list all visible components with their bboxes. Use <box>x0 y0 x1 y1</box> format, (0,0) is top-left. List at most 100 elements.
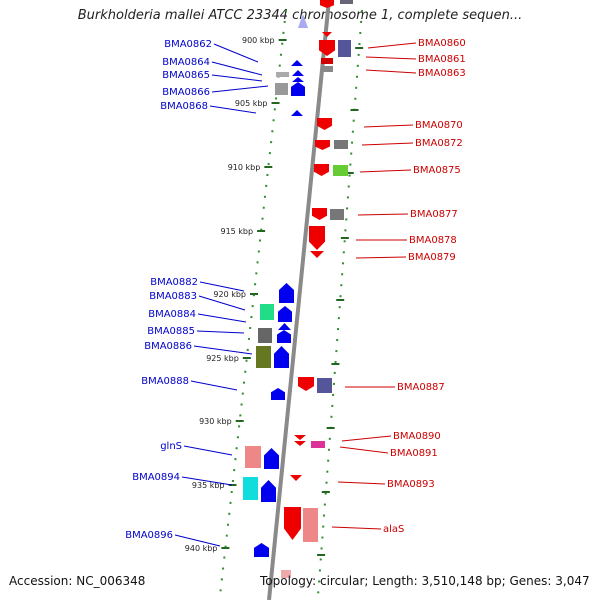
label-leader <box>357 213 409 216</box>
gene-box <box>321 58 333 64</box>
gene-label-left[interactable]: BMA0885 <box>147 326 195 337</box>
gene-label-right[interactable]: BMA0887 <box>397 382 445 393</box>
tick-label: 935 kbp <box>192 481 225 490</box>
gene-label-right[interactable]: BMA0891 <box>390 448 438 459</box>
accession-text: Accession: NC_006348 <box>9 574 146 588</box>
tick-label: 930 kbp <box>199 417 232 426</box>
gene-box <box>321 66 333 72</box>
gene-label-right[interactable]: BMA0861 <box>418 54 466 65</box>
label-leader <box>174 534 221 547</box>
label-leader <box>196 330 245 334</box>
label-leader <box>339 446 389 454</box>
gene-feature-reverse <box>312 208 327 220</box>
label-leader <box>190 380 238 391</box>
gene-feature-reverse <box>294 435 306 440</box>
gene-label-left[interactable]: BMA0864 <box>162 57 210 68</box>
gene-feature-forward <box>278 323 291 330</box>
gene-box <box>275 83 288 95</box>
label-leader <box>367 42 417 49</box>
gene-label-left[interactable]: BMA0883 <box>149 291 197 302</box>
label-leader <box>181 476 233 486</box>
gene-feature-forward <box>298 14 308 28</box>
right-strand-guide <box>317 9 363 597</box>
gene-label-left[interactable]: BMA0894 <box>132 472 180 483</box>
gene-feature-reverse <box>319 40 335 56</box>
tick-label: 915 kbp <box>220 227 253 236</box>
label-leader <box>213 43 259 63</box>
gene-feature-reverse <box>294 441 306 446</box>
gene-label-right[interactable]: BMA0878 <box>409 235 457 246</box>
gene-feature-forward <box>291 60 303 66</box>
gene-feature-reverse <box>290 475 302 481</box>
gene-box <box>260 304 274 320</box>
label-leader <box>365 56 417 60</box>
gene-label-left[interactable]: BMA0886 <box>144 341 192 352</box>
label-leader <box>197 313 247 323</box>
label-leader <box>211 74 263 82</box>
gene-box <box>333 165 348 176</box>
sequence-backbone <box>267 0 331 600</box>
label-leader <box>361 142 414 146</box>
label-leader <box>365 69 417 74</box>
gene-label-left[interactable]: BMA0865 <box>162 70 210 81</box>
gene-label-right[interactable]: BMA0875 <box>413 165 461 176</box>
gene-feature-forward <box>291 110 303 116</box>
gene-feature-reverse <box>315 140 330 150</box>
label-leader <box>363 124 414 128</box>
label-leader <box>337 481 386 485</box>
left-strand-guide <box>219 9 287 597</box>
gene-label-right[interactable]: BMA0872 <box>415 138 463 149</box>
gene-label-right[interactable]: BMA0870 <box>415 120 463 131</box>
gene-box <box>334 140 348 149</box>
gene-label-left[interactable]: BMA0888 <box>141 376 189 387</box>
gene-box <box>258 328 272 343</box>
gene-label-right[interactable]: BMA0879 <box>408 252 456 263</box>
gene-label-right[interactable]: BMA0877 <box>410 209 458 220</box>
gene-feature-forward <box>277 330 291 343</box>
tick-label: 905 kbp <box>235 99 268 108</box>
gene-label-right[interactable]: BMA0893 <box>387 479 435 490</box>
gene-box <box>256 346 271 368</box>
label-leader <box>198 295 246 311</box>
gene-box <box>311 441 325 448</box>
gene-feature-forward <box>292 70 304 76</box>
label-leader <box>211 85 269 93</box>
gene-feature-reverse <box>309 226 325 250</box>
gene-feature-forward <box>271 388 285 400</box>
gene-box <box>245 446 261 468</box>
gene-feature-reverse <box>298 377 314 391</box>
gene-label-right[interactable]: BMA0863 <box>418 68 466 79</box>
genome-stats: Topology: circular; Length: 3,510,148 bp… <box>260 574 590 588</box>
gene-label-left[interactable]: BMA0862 <box>164 39 212 50</box>
label-leader <box>183 445 233 456</box>
gene-feature-forward <box>261 480 276 502</box>
gene-label-left[interactable]: BMA0896 <box>125 530 173 541</box>
gene-label-left[interactable]: BMA0884 <box>148 309 196 320</box>
gene-box <box>281 570 291 578</box>
tick-label: 910 kbp <box>228 163 261 172</box>
gene-feature-forward <box>254 543 269 557</box>
gene-label-left[interactable]: glnS <box>160 441 182 452</box>
gene-label-right[interactable]: alaS <box>383 524 404 535</box>
gene-box <box>303 508 318 542</box>
gene-feature-reverse <box>284 507 301 540</box>
label-leader <box>199 281 245 292</box>
gene-box <box>276 72 289 77</box>
tick-label: 920 kbp <box>213 290 246 299</box>
gene-label-right[interactable]: BMA0860 <box>418 38 466 49</box>
gene-feature-reverse <box>320 0 334 8</box>
gene-feature-reverse <box>317 118 332 130</box>
gene-label-left[interactable]: BMA0882 <box>150 277 198 288</box>
gene-label-right[interactable]: BMA0890 <box>393 431 441 442</box>
gene-box <box>338 40 351 57</box>
gene-feature-reverse <box>310 251 324 258</box>
gene-box <box>243 477 258 500</box>
label-leader <box>209 105 257 114</box>
gene-label-left[interactable]: BMA0868 <box>160 101 208 112</box>
label-leader <box>359 169 412 173</box>
gene-label-left[interactable]: BMA0866 <box>162 87 210 98</box>
gene-box <box>340 0 353 4</box>
label-leader <box>193 345 253 355</box>
label-leader <box>355 256 407 259</box>
gene-feature-forward <box>274 346 289 368</box>
